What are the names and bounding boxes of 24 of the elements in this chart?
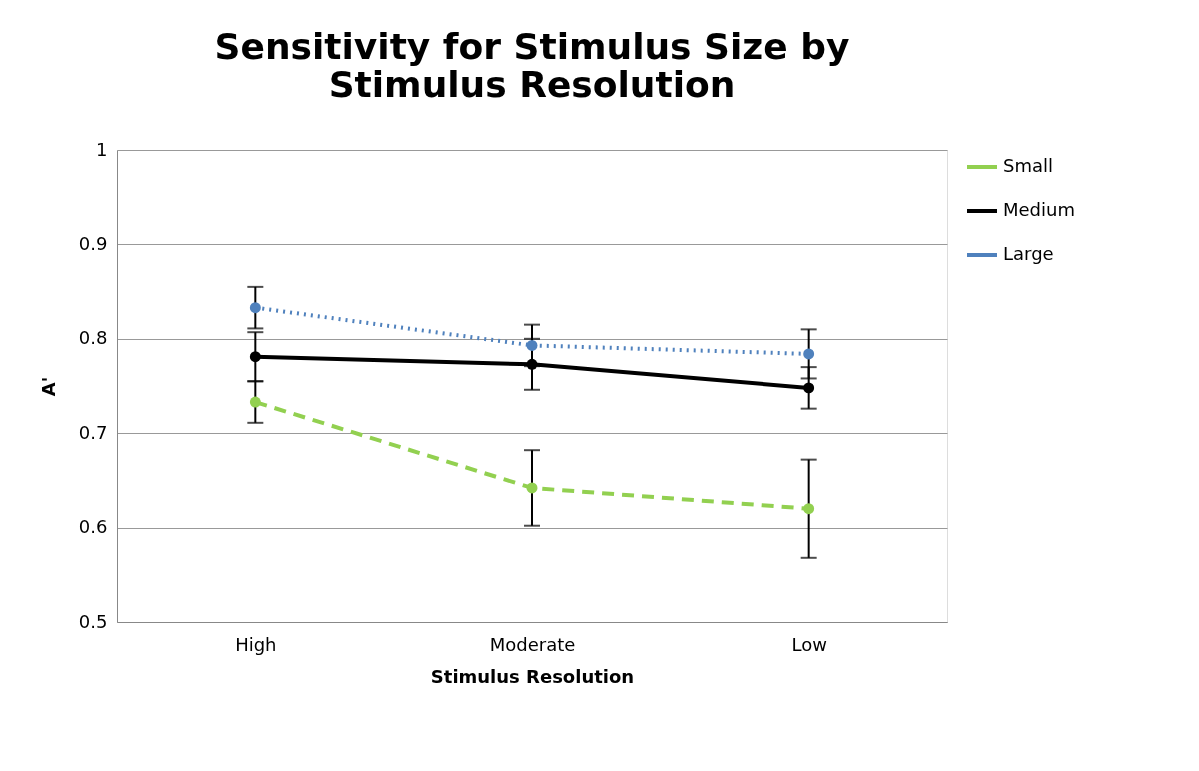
y-tick-label: 0.9 bbox=[78, 232, 108, 254]
y-tick-label: 0.6 bbox=[78, 516, 108, 538]
y-axis-title: A' bbox=[37, 376, 59, 397]
y-tick-label: 0.5 bbox=[78, 610, 108, 632]
point bbox=[249, 302, 261, 314]
legend-label: Small bbox=[1003, 155, 1053, 176]
x-axis-title: Stimulus Resolution bbox=[430, 665, 635, 687]
x-tick-label: Moderate bbox=[489, 633, 576, 655]
point bbox=[526, 339, 538, 351]
point bbox=[249, 351, 261, 363]
y-tick-label: 0.8 bbox=[78, 327, 108, 349]
point bbox=[526, 482, 538, 494]
legend-label: Large bbox=[1003, 243, 1054, 264]
y-tick-label: 0.7 bbox=[78, 421, 108, 443]
chart-title: Sensitivity for Stimulus Size by Stimulus Resolution bbox=[214, 26, 850, 105]
y-tick-label: 1 bbox=[96, 138, 108, 160]
point bbox=[803, 503, 815, 515]
point bbox=[803, 348, 815, 360]
point bbox=[249, 396, 261, 408]
point bbox=[526, 358, 538, 370]
x-tick-label: High bbox=[235, 633, 277, 655]
x-tick-label: Low bbox=[791, 633, 827, 655]
point bbox=[803, 382, 815, 394]
legend-label: Medium bbox=[1003, 199, 1075, 220]
